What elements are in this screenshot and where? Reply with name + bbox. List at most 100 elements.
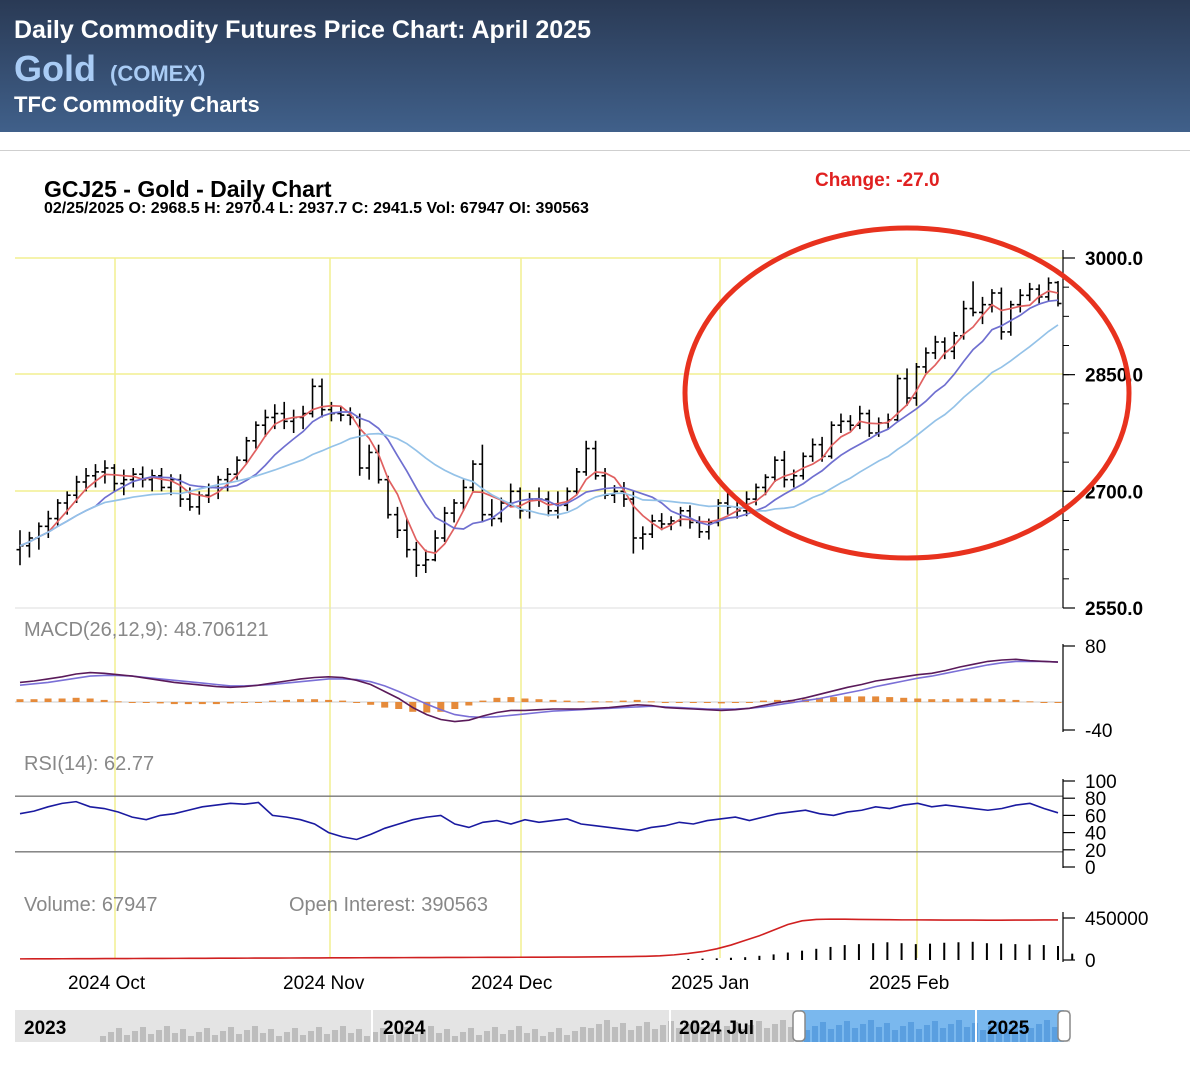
rsi-tick-label: 100 (1085, 772, 1117, 793)
macd-line (19, 658, 1059, 723)
macd-histogram-bar (1054, 702, 1062, 703)
navigator-volume-mark (956, 1020, 962, 1042)
navigator-volume-mark (308, 1031, 314, 1042)
navigator-volume-mark (300, 1035, 306, 1042)
navigator-volume-mark (100, 1036, 106, 1042)
macd-histogram-bar (325, 699, 333, 702)
macd-histogram-bar (254, 702, 262, 703)
navigator-volume-mark (1028, 1028, 1034, 1042)
navigator-volume-mark (380, 1028, 386, 1042)
macd-histogram-bar (170, 702, 178, 705)
ohlc-bar (460, 479, 468, 511)
navigator-volume-mark (756, 1021, 762, 1042)
navigator-volume-mark (588, 1028, 594, 1042)
ohlc-bar (828, 421, 836, 459)
macd-panel: MACD(26,12,9): 48.706121 (15, 619, 1063, 723)
ohlc-bar (1054, 281, 1062, 307)
macd-histogram-bar (339, 700, 347, 702)
navigator-volume-mark (532, 1029, 538, 1042)
macd-tick-label: 80 (1085, 637, 1106, 658)
navigator-volume-mark (708, 1023, 714, 1042)
macd-histogram-bar (507, 697, 515, 702)
macd-histogram-bar (142, 702, 150, 703)
macd-histogram-bar (114, 701, 122, 703)
axes: 3000.02850.02700.02550.080-4010080604020… (68, 249, 1148, 994)
rsi-tick-label: 80 (1085, 789, 1106, 810)
navigator-volume-mark (572, 1031, 578, 1042)
chart-panel (0, 150, 1190, 1071)
ohlc-bar (988, 289, 996, 313)
navigator-volume-mark (908, 1022, 914, 1042)
navigator-volume-mark (724, 1026, 730, 1042)
moving-average-line (19, 324, 1059, 547)
ohlc-bar (1045, 277, 1053, 301)
ohlc-line: 02/25/2025 O: 2968.5 H: 2970.4 L: 2937.7… (44, 200, 589, 217)
macd-histogram-bar (212, 702, 220, 705)
ohlc-bar (837, 413, 845, 433)
macd-histogram-bar (395, 702, 403, 709)
macd-tick-label: -40 (1085, 721, 1112, 742)
navigator-label: 2024 Jul (679, 1018, 754, 1039)
macd-histogram-bar (58, 698, 66, 702)
navigator-volume-mark (828, 1029, 834, 1042)
ohlc-bar (695, 516, 703, 538)
rsi-line (19, 800, 1059, 841)
navigator[interactable]: 2023 2024 2024 Jul 2025 (15, 1010, 1071, 1042)
ohlc-bar (667, 516, 675, 531)
rsi-label: RSI(14): 62.77 (24, 753, 154, 775)
navigator-volume-mark (428, 1026, 434, 1042)
navigator-volume-mark (252, 1026, 258, 1042)
navigator-volume-mark (132, 1031, 138, 1042)
macd-histogram-bar (198, 702, 206, 705)
rsi-panel: RSI(14): 62.77 (15, 753, 1063, 853)
macd-histogram-bar (184, 702, 192, 705)
macd-histogram-bar (914, 698, 922, 702)
navigator-volume-mark (460, 1032, 466, 1042)
macd-histogram-bar (268, 700, 276, 702)
ohlc-bar (422, 549, 430, 573)
macd-histogram-bar (86, 698, 94, 702)
price-bars (16, 277, 1062, 577)
ohlc-bar (393, 506, 401, 538)
macd-histogram-bar (72, 697, 80, 702)
navigator-volume-mark (276, 1036, 282, 1042)
navigator-volume-mark (860, 1024, 866, 1042)
ohlc-bar (290, 409, 298, 433)
ohlc-bar (110, 464, 118, 492)
navigator-volume-mark (916, 1029, 922, 1042)
ohlc-bar (903, 368, 911, 406)
navigator-volume-mark (548, 1032, 554, 1042)
ohlc-bar (82, 468, 90, 492)
macd-histogram-bar (128, 702, 136, 703)
navigator-volume-mark (980, 1030, 986, 1042)
navigator-volume-mark (148, 1034, 154, 1042)
macd-histogram-bar (16, 699, 24, 702)
macd-histogram-bar (591, 701, 599, 703)
navigator-volume-mark (692, 1020, 698, 1042)
navigator-volume-mark (236, 1034, 242, 1042)
open-interest-label: Open Interest: 390563 (289, 894, 488, 916)
rsi-tick-label: 0 (1085, 858, 1096, 879)
macd-signal-line (19, 660, 1059, 719)
navigator-volume-mark (412, 1034, 418, 1042)
navigator-volume-mark (476, 1035, 482, 1042)
navigator-volume-mark (284, 1032, 290, 1042)
ohlc-bar (620, 482, 628, 507)
navigator-volume-mark (580, 1027, 586, 1042)
ohlc-bar (129, 468, 137, 488)
macd-histogram-bar (1026, 701, 1034, 703)
macd-histogram-bar (717, 702, 725, 704)
ohlc-bar (16, 530, 24, 566)
ohlc-bar (91, 464, 99, 488)
macd-label: MACD(26,12,9): 48.706121 (24, 619, 269, 641)
macd-histogram-bar (381, 702, 389, 708)
ohlc-bar (478, 444, 486, 523)
navigator-volume-mark (452, 1036, 458, 1042)
macd-histogram-bar (858, 696, 866, 702)
grid (15, 257, 1063, 958)
ohlc-bar (44, 510, 52, 538)
macd-histogram-bar (675, 702, 683, 703)
ohlc-bar (526, 492, 534, 519)
ohlc-bar (809, 438, 817, 462)
ohlc-bar (677, 506, 685, 527)
